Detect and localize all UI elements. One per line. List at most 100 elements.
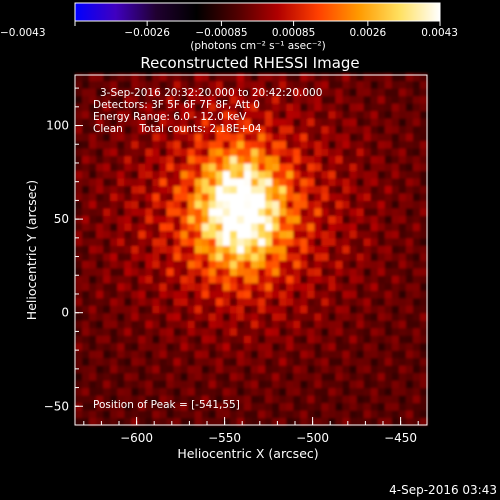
heatmap-cell (286, 230, 294, 239)
heatmap-cell (314, 357, 322, 366)
heatmap-cell (180, 80, 189, 89)
heatmap-cell (251, 192, 259, 202)
heatmap-cell (145, 282, 154, 291)
heatmap-cell (75, 80, 83, 89)
heatmap-cell (321, 275, 330, 284)
heatmap-cell (419, 140, 428, 149)
heatmap-cell (335, 95, 344, 104)
heatmap-cell (124, 222, 132, 231)
heatmap-cell (321, 125, 330, 134)
heatmap-cell (152, 215, 161, 224)
heatmap-cell (103, 327, 111, 336)
heatmap-cell (89, 350, 97, 359)
heatmap-cell (377, 395, 386, 404)
heatmap-cell (265, 297, 273, 306)
heatmap-cell (293, 320, 301, 329)
heatmap-cell (117, 140, 125, 149)
heatmap-cell (159, 147, 168, 157)
heatmap-cell (370, 230, 379, 239)
heatmap-cell (321, 320, 330, 329)
heatmap-cell (222, 185, 231, 194)
heatmap-cell (307, 267, 315, 276)
heatmap-cell (321, 335, 330, 344)
heatmap-cell (356, 215, 365, 224)
heatmap-cell (321, 260, 330, 269)
heatmap-cell (159, 155, 168, 164)
heatmap-cell (293, 118, 301, 127)
heatmap-cell (110, 380, 118, 389)
heatmap-cell (243, 95, 252, 104)
heatmap-cell (124, 200, 132, 209)
heatmap-cell (265, 73, 273, 82)
heatmap-cell (229, 222, 238, 231)
heatmap-cell (286, 297, 294, 306)
colorbar: −0.0043 −0.0026 −0.00085 0.00085 0.0026 0.004… (0, 2, 458, 52)
heatmap-cell (419, 335, 428, 344)
heatmap-cell (166, 260, 175, 269)
heatmap-cell (243, 260, 252, 269)
heatmap-cell (96, 402, 104, 411)
heatmap-cell (342, 305, 351, 314)
heatmap-cell (398, 245, 407, 254)
heatmap-cell (335, 147, 344, 157)
heatmap-cell (215, 133, 224, 142)
heatmap-cell (89, 275, 97, 284)
heatmap-cell (152, 372, 161, 381)
heatmap-cell (208, 365, 217, 374)
heatmap-cell (356, 327, 365, 336)
heatmap-cell (138, 170, 146, 179)
heatmap-cell (145, 350, 154, 359)
heatmap-cell (335, 230, 344, 239)
heatmap-cell (82, 410, 90, 419)
annotation-time-range: 3-Sep-2016 20:32:20.000 to 20:42:20.000 (100, 87, 322, 99)
heatmap-cell (370, 162, 379, 172)
heatmap-cell (293, 402, 301, 411)
heatmap-cell (412, 275, 421, 284)
heatmap-cell (110, 110, 118, 119)
heatmap-cell (412, 207, 421, 216)
heatmap-cell (124, 207, 132, 216)
heatmap-cell (222, 73, 231, 82)
heatmap-cell (103, 365, 111, 374)
annotation-block: 3-Sep-2016 20:32:20.000 to 20:42:20.000 … (93, 87, 322, 135)
heatmap-cell (363, 312, 372, 321)
heatmap-cell (398, 357, 407, 366)
heatmap-cell (145, 395, 154, 404)
heatmap-cell (117, 88, 125, 97)
heatmap-cell (300, 222, 308, 231)
heatmap-cell (82, 222, 90, 231)
heatmap-cell (328, 410, 337, 419)
heatmap-cell (236, 252, 245, 261)
heatmap-cell (272, 215, 280, 224)
heatmap-cell (412, 395, 421, 404)
heatmap-cell (314, 275, 322, 284)
heatmap-cell (342, 417, 351, 426)
heatmap-cell (265, 350, 273, 359)
heatmap-cell (272, 73, 280, 82)
heatmap-cell (321, 357, 330, 366)
heatmap-cell (272, 357, 280, 366)
heatmap-cell (236, 162, 245, 172)
heatmap-cell (349, 275, 358, 284)
heatmap-cell (405, 282, 414, 291)
heatmap-cell (419, 73, 428, 82)
heatmap-cell (145, 230, 154, 239)
heatmap-cell (286, 110, 294, 119)
heatmap-cell (159, 327, 168, 336)
heatmap-cell (279, 200, 287, 209)
heatmap-cell (300, 185, 308, 194)
heatmap-cell (145, 110, 154, 119)
heatmap-cell (384, 192, 393, 202)
heatmap-cell (103, 372, 111, 381)
heatmap-cell (236, 170, 245, 179)
heatmap-cell (187, 95, 196, 104)
heatmap-cell (286, 162, 294, 172)
heatmap-cell (208, 410, 217, 419)
heatmap-cell (222, 380, 231, 389)
heatmap-cell (89, 282, 97, 291)
heatmap-cell (377, 162, 386, 172)
heatmap-cell (293, 125, 301, 134)
heatmap-cell (215, 88, 224, 97)
heatmap-cell (180, 380, 189, 389)
heatmap-cell (405, 312, 414, 321)
